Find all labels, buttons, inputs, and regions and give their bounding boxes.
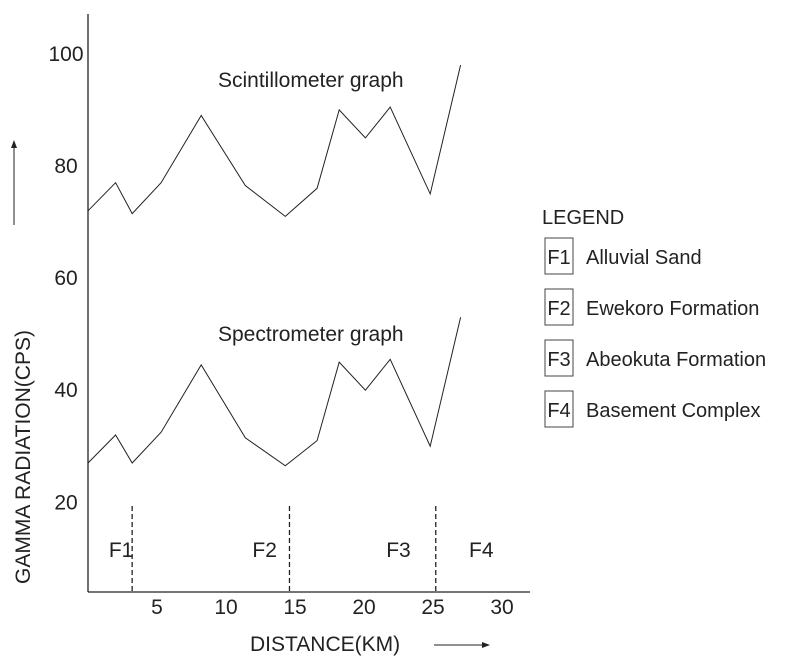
legend-entries: F1 Alluvial Sand F2 Ewekoro Formation F3 Abeo… (544, 237, 766, 428)
x-axis-title: DISTANCE(KM) (250, 633, 490, 656)
axes (87, 14, 530, 593)
legend: LEGEND F1 Alluvial Sand F2 Ewekoro Formatio… (542, 207, 766, 428)
series-line-scintillometer (87, 64, 462, 218)
x-tick-label: 5 (151, 596, 163, 619)
series-labels: Scintillometer graph Spectrometer graph (218, 69, 404, 346)
x-axis-label: DISTANCE(KM) (250, 633, 400, 656)
x-axis-arrow-head (482, 642, 490, 648)
y-tick-label: 20 (54, 491, 77, 514)
formation-boundaries (131, 506, 437, 592)
y-axis-label: GAMMA RADIATION(CPS) (12, 330, 35, 584)
legend-entry-label: Alluvial Sand (586, 247, 702, 269)
legend-key: F3 (547, 349, 570, 371)
legend-key-box (544, 390, 574, 428)
legend-key-box (544, 288, 574, 326)
y-axis-title: GAMMA RADIATION(CPS) (11, 140, 35, 584)
zone-label: F1 (109, 539, 134, 562)
x-tick-label: 20 (352, 596, 375, 619)
zone-label: F3 (386, 539, 411, 562)
series-line-spectrometer (87, 317, 462, 467)
legend-title: LEGEND (542, 207, 624, 229)
series-label-scintillometer: Scintillometer graph (218, 69, 404, 92)
zone-label: F2 (252, 539, 277, 562)
legend-key: F1 (547, 247, 570, 269)
legend-entry-label: Basement Complex (586, 400, 761, 422)
legend-key-box (544, 339, 574, 377)
zone-label: F4 (469, 539, 494, 562)
legend-key: F4 (547, 400, 570, 422)
y-tick-labels: 20 40 60 80 100 (48, 43, 83, 514)
series-label-spectrometer: Spectrometer graph (218, 323, 404, 346)
y-axis-arrow-head (11, 140, 17, 148)
y-tick-label: 100 (48, 43, 83, 66)
y-tick-label: 80 (54, 155, 77, 178)
y-tick-label: 40 (54, 379, 77, 402)
legend-entry-label: Abeokuta Formation (586, 349, 766, 371)
x-tick-label: 10 (214, 596, 237, 619)
legend-entry-label: Ewekoro Formation (586, 298, 759, 320)
formation-zone-labels: F1 F2 F3 F4 (109, 539, 494, 562)
legend-key-box (544, 237, 574, 275)
x-tick-labels: 5 10 15 20 25 30 (151, 596, 514, 619)
legend-key: F2 (547, 298, 570, 320)
x-tick-label: 25 (421, 596, 444, 619)
y-tick-label: 60 (54, 267, 77, 290)
x-tick-label: 15 (283, 596, 306, 619)
series-lines (87, 64, 462, 467)
x-tick-label: 30 (490, 596, 513, 619)
